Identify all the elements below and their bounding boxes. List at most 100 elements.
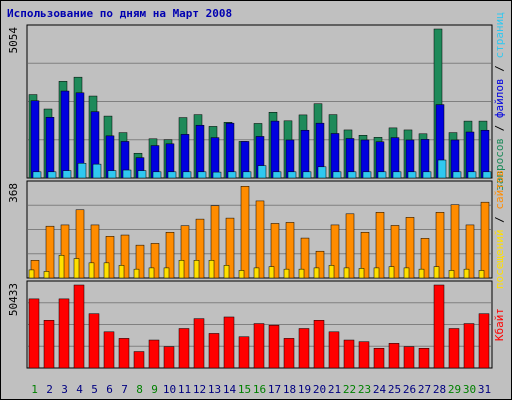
day-label: 15 [238, 383, 251, 396]
panel-requests-files-pages: 5054 [7, 24, 493, 179]
bar-kbytes [403, 346, 415, 369]
bar-files [30, 100, 40, 179]
bar-pages [62, 170, 72, 179]
bar-visits [178, 260, 185, 279]
day-label: 28 [433, 383, 446, 396]
bar-visits [43, 271, 50, 279]
right-label-segment: сайтов [493, 170, 506, 210]
bar-kbytes [28, 298, 40, 369]
y-max-label: 5054 [7, 27, 20, 54]
bar-pages [467, 171, 477, 179]
bar-visits [283, 268, 290, 279]
bar-pages [482, 171, 492, 179]
bar-sites [195, 218, 205, 279]
day-label: 4 [76, 383, 83, 396]
bar-kbytes [343, 339, 355, 369]
bar-pages [452, 171, 462, 179]
bar-visits [343, 267, 350, 279]
bar-visits [403, 267, 410, 279]
day-label: 6 [106, 383, 113, 396]
day-label: 24 [373, 383, 387, 396]
right-label-segment: Кбайт [493, 308, 506, 341]
bar-kbytes [238, 336, 250, 369]
bar-pages [362, 171, 372, 179]
bar-sites [300, 237, 310, 279]
bar-visits [148, 267, 155, 279]
bar-kbytes [193, 318, 205, 369]
bar-kbytes [283, 338, 295, 369]
bar-visits [298, 268, 305, 279]
bar-visits [88, 262, 95, 279]
bar-kbytes [178, 328, 190, 369]
bar-visits [478, 270, 485, 279]
day-label: 14 [223, 383, 237, 396]
bar-kbytes [418, 348, 430, 369]
bar-kbytes [163, 346, 175, 369]
bar-kbytes [373, 348, 385, 369]
bar-pages [47, 171, 57, 179]
bar-sites [315, 250, 325, 279]
bar-sites [120, 234, 130, 279]
day-label: 21 [328, 383, 341, 396]
bar-files [225, 122, 235, 179]
day-label: 22 [343, 383, 356, 396]
bar-sites [330, 224, 340, 279]
day-label: 23 [358, 383, 371, 396]
bar-visits [58, 255, 65, 279]
bar-sites [255, 200, 265, 279]
day-label: 25 [388, 383, 401, 396]
bar-kbytes [448, 328, 460, 369]
bar-pages [167, 171, 177, 179]
bar-kbytes [133, 351, 145, 369]
panel-visits-sites: 368 [7, 180, 493, 279]
bar-pages [182, 171, 192, 179]
right-label-segment: запросов [493, 138, 506, 191]
bar-files [330, 133, 340, 179]
bar-visits [208, 260, 215, 279]
bar-pages [317, 166, 327, 179]
bar-pages [77, 163, 87, 179]
bar-sites [150, 243, 160, 279]
bar-kbytes [58, 298, 70, 369]
bar-kbytes [358, 341, 370, 369]
bar-sites [225, 217, 235, 279]
bar-sites [240, 186, 250, 279]
bar-kbytes [313, 320, 325, 369]
right-label-segment: файлов [493, 78, 506, 118]
bar-visits [28, 269, 35, 279]
bar-sites [450, 204, 460, 279]
day-label: 18 [283, 383, 296, 396]
bar-sites [105, 236, 115, 279]
day-label: 1 [31, 383, 38, 396]
bar-pages [107, 170, 117, 179]
day-label: 26 [403, 383, 416, 396]
day-label: 20 [313, 383, 326, 396]
bar-sites [420, 238, 430, 279]
bar-kbytes [268, 324, 280, 369]
bar-visits [223, 265, 230, 279]
bar-sites [345, 213, 355, 279]
day-label: 5 [91, 383, 98, 396]
day-label: 13 [208, 383, 221, 396]
bar-visits [313, 267, 320, 279]
bar-pages [407, 171, 417, 179]
bar-pages [122, 169, 132, 179]
bar-files [480, 129, 490, 179]
bar-sites [360, 232, 370, 279]
bar-files [60, 90, 70, 179]
bar-kbytes [328, 331, 340, 369]
bar-pages [302, 171, 312, 179]
bar-pages [92, 163, 102, 179]
bar-sites [30, 260, 40, 279]
day-label: 10 [163, 383, 176, 396]
bar-kbytes [478, 313, 490, 369]
bar-sites [60, 224, 70, 279]
bar-visits [238, 270, 245, 279]
right-label-top: запросов / файлов / страниц [493, 12, 506, 191]
right-label-segment: / [493, 118, 506, 138]
day-label: 8 [136, 383, 143, 396]
bar-sites [270, 223, 280, 279]
bar-visits [103, 262, 110, 279]
day-label: 3 [61, 383, 68, 396]
day-label: 31 [478, 383, 491, 396]
